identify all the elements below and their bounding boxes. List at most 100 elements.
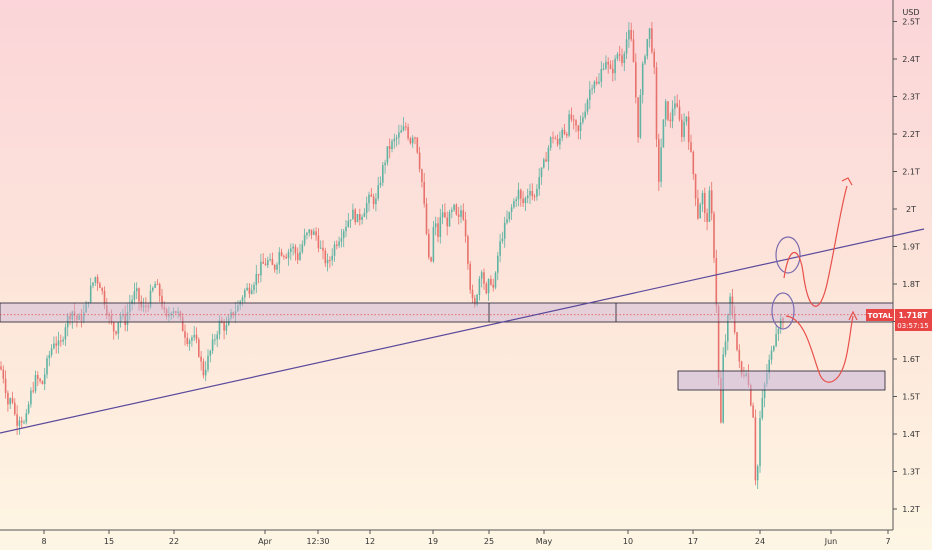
- candle-body: [246, 287, 248, 291]
- candle-body: [740, 361, 743, 375]
- candle-body: [299, 251, 301, 260]
- candle-body: [117, 322, 120, 334]
- candle-body: [317, 235, 320, 249]
- candle-body: [80, 315, 83, 322]
- candle-body: [552, 137, 554, 139]
- candle-body: [432, 227, 435, 262]
- candle-body: [630, 29, 632, 40]
- candle-body: [405, 126, 407, 128]
- candle-body: [566, 133, 568, 136]
- candle-body: [779, 318, 782, 329]
- candle-body: [294, 246, 297, 254]
- candle-body: [664, 101, 667, 120]
- candle-body: [156, 283, 159, 285]
- candle-body: [287, 251, 290, 259]
- candle-body: [361, 216, 363, 220]
- price-tick-label: 1.5T: [902, 393, 920, 402]
- candle-body: [628, 29, 630, 40]
- candle-body: [683, 121, 685, 138]
- price-tick-label: 2.5T: [902, 18, 920, 27]
- time-axis[interactable]: 8 15 22 Apr 12:30 12 19 25 May 10 17 24 Jun 7: [41, 530, 891, 546]
- candle-body: [637, 97, 639, 138]
- candle-body: [393, 138, 396, 142]
- candle-body: [2, 369, 5, 379]
- candle-body: [25, 413, 28, 423]
- candle-body: [200, 356, 202, 362]
- time-tick-label: May: [536, 537, 553, 546]
- candle-body: [549, 137, 552, 148]
- candle-body: [368, 194, 370, 204]
- candle-body: [582, 117, 584, 123]
- candle-body: [497, 255, 499, 273]
- candle-body: [690, 142, 692, 152]
- candle-body: [57, 340, 60, 346]
- time-tick-label: 24: [755, 537, 765, 546]
- candle-body: [23, 422, 25, 424]
- candle-body: [377, 185, 379, 199]
- candle-body: [60, 340, 62, 342]
- time-tick-label: 15: [104, 537, 114, 546]
- candle-body: [218, 320, 221, 335]
- symbol-tag[interactable]: TOTAL: [866, 309, 894, 321]
- candle-body: [598, 81, 600, 84]
- candle-body: [230, 312, 232, 319]
- candle-body: [738, 349, 741, 362]
- candle-body: [71, 311, 74, 320]
- candle-body: [692, 151, 695, 175]
- projection-path-bullish: [783, 185, 848, 307]
- candle-body: [336, 244, 338, 246]
- candle-body: [193, 334, 195, 338]
- projection-path-retest: [785, 315, 854, 383]
- price-tick-label: 2T: [906, 205, 916, 214]
- candle-body: [48, 354, 51, 359]
- candle-body: [168, 315, 170, 317]
- candle-body: [478, 278, 481, 295]
- candle-body: [543, 159, 545, 168]
- candle-body: [342, 231, 345, 239]
- candle-body: [416, 137, 419, 153]
- candle-body: [356, 214, 359, 223]
- candle-body: [455, 204, 458, 215]
- candle-body: [499, 241, 501, 256]
- candle-body: [561, 129, 563, 138]
- candle-body: [94, 277, 97, 283]
- candle-body: [513, 200, 515, 208]
- candle-body: [69, 315, 71, 320]
- candle-body: [0, 366, 2, 370]
- candle-body: [165, 309, 168, 317]
- candle-body: [777, 328, 780, 334]
- candle-body: [540, 167, 543, 178]
- candle-body: [395, 137, 398, 139]
- candle-body: [338, 241, 340, 246]
- demand-zone: [677, 370, 886, 391]
- candle-body: [483, 272, 485, 284]
- candle-body: [462, 210, 465, 220]
- candle-body: [11, 398, 14, 403]
- candle-body: [685, 116, 688, 122]
- candle-body: [729, 296, 731, 316]
- candle-body: [292, 246, 294, 249]
- candle-body: [276, 264, 278, 270]
- candle-body: [119, 315, 122, 323]
- candle-body: [306, 232, 308, 236]
- candle-body: [237, 305, 239, 312]
- candle-body: [32, 390, 34, 392]
- candle-body: [671, 108, 674, 122]
- candle-body: [126, 312, 129, 326]
- candle-body: [269, 259, 271, 261]
- price-tick-label: 2.3T: [902, 93, 920, 102]
- candle-body: [414, 137, 416, 139]
- candle-body: [175, 311, 177, 314]
- candle-body: [308, 229, 310, 233]
- price-tick-label: 1.4T: [902, 430, 920, 439]
- candle-body: [234, 311, 237, 316]
- candle-body: [55, 343, 57, 346]
- candle-body: [372, 196, 375, 205]
- candle-body: [563, 129, 566, 134]
- candle-body: [409, 138, 412, 144]
- candle-body: [66, 315, 69, 328]
- candle-body: [4, 378, 7, 393]
- retest-circle-lower: [771, 292, 795, 330]
